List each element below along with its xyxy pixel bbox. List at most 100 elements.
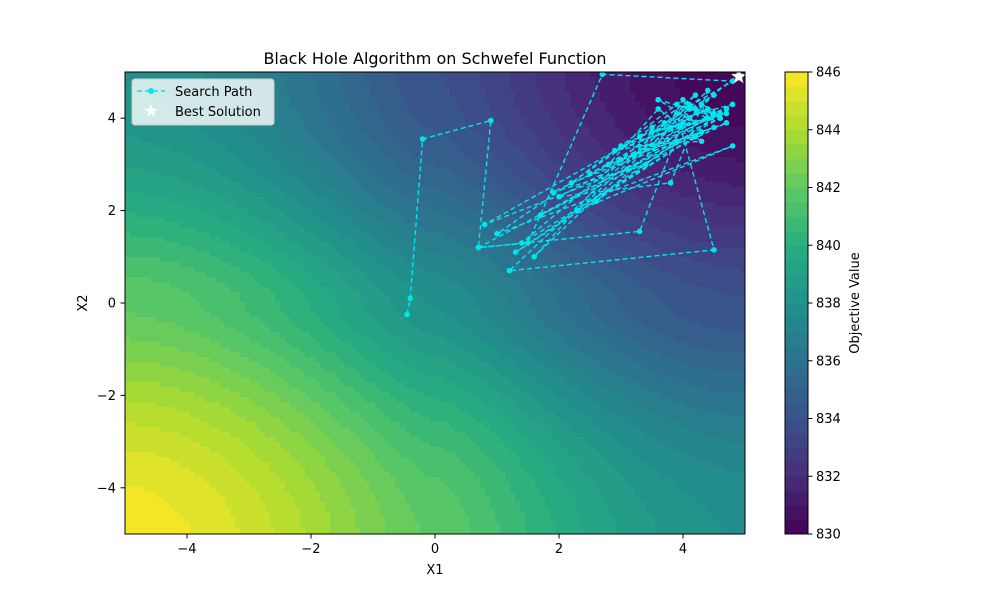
contour-cell [140,397,146,403]
contour-cell [385,417,391,423]
contour-cell [375,247,381,253]
contour-cell [380,407,386,413]
contour-cell [140,177,146,183]
contour-cell [315,272,321,278]
contour-cell [270,267,276,273]
contour-cell [280,472,286,478]
contour-cell [130,172,136,178]
contour-cell [300,367,306,373]
contour-cell [385,267,391,273]
contour-cell [160,522,166,528]
contour-cell [350,162,356,168]
contour-cell [265,252,271,258]
contour-cell [250,252,256,258]
contour-cell [285,502,291,508]
contour-cell [165,457,171,463]
contour-cell [155,202,161,208]
contour-cell [325,142,331,148]
contour-cell [155,352,161,358]
contour-cell [275,417,281,423]
contour-cell [330,302,336,308]
contour-cell [380,332,386,338]
contour-cell [300,117,306,123]
contour-cell [380,142,386,148]
contour-cell [335,527,341,533]
contour-cell [300,247,306,253]
contour-cell [360,377,366,383]
contour-cell [350,302,356,308]
contour-cell [390,87,396,93]
contour-cell [265,302,271,308]
contour-cell [285,262,291,268]
contour-cell [315,502,321,508]
contour-cell [280,432,286,438]
contour-cell [135,382,141,388]
contour-cell [135,202,141,208]
contour-cell [335,212,341,218]
contour-cell [150,312,156,318]
contour-cell [310,237,316,243]
contour-cell [375,312,381,318]
contour-cell [220,302,226,308]
contour-cell [355,162,361,168]
contour-cell [325,312,331,318]
contour-cell [260,452,266,458]
contour-cell [320,167,326,173]
contour-cell [220,187,226,193]
contour-cell [140,327,146,333]
contour-cell [175,192,181,198]
contour-cell [125,432,131,438]
contour-cell [235,482,241,488]
contour-cell [125,332,131,338]
contour-cell [360,447,366,453]
contour-cell [315,377,321,383]
contour-cell [190,372,196,378]
contour-cell [385,377,391,383]
contour-cell [375,307,381,313]
contour-cell [255,207,261,213]
contour-cell [215,477,221,483]
contour-cell [190,367,196,373]
contour-cell [260,192,266,198]
contour-cell [295,352,301,358]
contour-cell [295,447,301,453]
contour-cell [145,522,151,528]
contour-cell [340,452,346,458]
contour-cell [325,112,331,118]
contour-cell [150,412,156,418]
contour-cell [380,212,386,218]
contour-cell [205,167,211,173]
contour-cell [370,487,376,493]
contour-cell [190,227,196,233]
contour-cell [285,302,291,308]
contour-cell [345,482,351,488]
contour-cell [285,252,291,258]
contour-cell [165,352,171,358]
contour-cell [315,112,321,118]
contour-cell [370,147,376,153]
contour-cell [145,402,151,408]
contour-cell [190,497,196,503]
contour-cell [155,367,161,373]
contour-cell [290,297,296,303]
contour-cell [175,342,181,348]
contour-cell [365,302,371,308]
contour-cell [170,177,176,183]
contour-cell [205,277,211,283]
contour-cell [235,227,241,233]
contour-cell [330,477,336,483]
contour-cell [260,392,266,398]
contour-cell [265,162,271,168]
contour-cell [250,147,256,153]
contour-cell [245,512,251,518]
contour-cell [160,212,166,218]
contour-cell [335,187,341,193]
contour-cell [340,357,346,363]
contour-cell [340,187,346,193]
contour-cell [145,317,151,323]
contour-cell [280,217,286,223]
contour-cell [125,457,131,463]
contour-cell [200,532,206,534]
contour-cell [345,357,351,363]
contour-cell [185,447,191,453]
